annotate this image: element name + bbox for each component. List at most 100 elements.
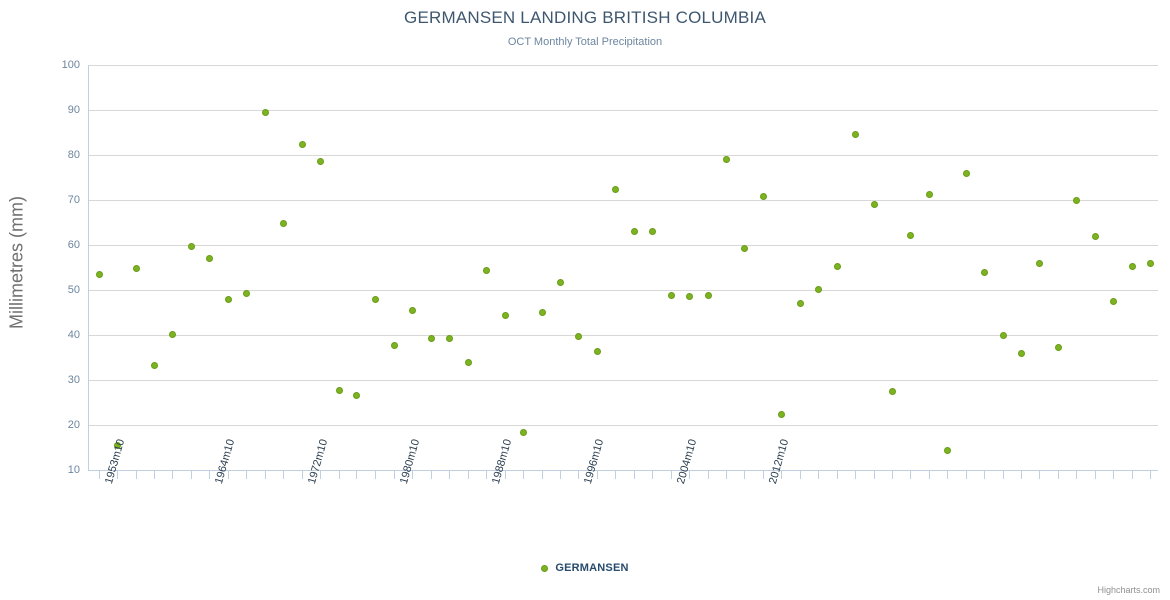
data-point[interactable]: [833, 262, 841, 270]
data-point[interactable]: [1109, 298, 1117, 306]
y-axis-tick-label: 80: [67, 149, 80, 161]
y-axis-tick-label: 90: [67, 104, 80, 116]
data-point[interactable]: [408, 306, 416, 314]
x-axis-tick: [708, 471, 709, 479]
data-point[interactable]: [556, 279, 564, 287]
data-point[interactable]: [150, 361, 158, 369]
data-point[interactable]: [95, 270, 103, 278]
x-axis-tick: [468, 471, 469, 479]
data-point[interactable]: [1072, 196, 1080, 204]
data-point[interactable]: [777, 410, 785, 418]
data-point[interactable]: [814, 285, 822, 293]
data-point[interactable]: [538, 309, 546, 317]
data-point[interactable]: [980, 268, 988, 276]
legend-item-germansen[interactable]: GERMANSEN: [541, 562, 628, 574]
data-point[interactable]: [168, 331, 176, 339]
data-point[interactable]: [224, 296, 232, 304]
gridline: [88, 335, 1158, 336]
data-point[interactable]: [611, 185, 619, 193]
x-axis-line: [88, 470, 1158, 471]
x-axis-tick: [818, 471, 819, 479]
y-axis-tick-label: 40: [67, 329, 80, 341]
data-point[interactable]: [906, 232, 914, 240]
data-point[interactable]: [851, 130, 859, 138]
x-axis-tick: [228, 471, 229, 479]
y-axis-tick-label: 60: [67, 239, 80, 251]
data-point[interactable]: [1035, 259, 1043, 267]
x-axis-tick: [947, 471, 948, 479]
y-axis-tick-label: 10: [67, 464, 80, 476]
x-axis-tick: [892, 471, 893, 479]
data-point[interactable]: [261, 108, 269, 116]
x-axis-tick: [375, 471, 376, 479]
data-point[interactable]: [279, 219, 287, 227]
data-point[interactable]: [1128, 263, 1136, 271]
data-point[interactable]: [205, 254, 213, 262]
chart-subtitle: OCT Monthly Total Precipitation: [507, 36, 663, 48]
gridline: [88, 110, 1158, 111]
x-axis-tick: [689, 471, 690, 479]
plot-area[interactable]: [88, 65, 1158, 471]
x-axis-tick: [283, 471, 284, 479]
x-axis-tick: [339, 471, 340, 479]
y-axis-tick-label: 20: [67, 419, 80, 431]
data-point[interactable]: [925, 190, 933, 198]
x-axis-tick: [209, 471, 210, 479]
x-axis-tick: [763, 471, 764, 479]
x-axis-tick: [874, 471, 875, 479]
x-axis-tick: [1076, 471, 1077, 479]
data-point[interactable]: [316, 158, 324, 166]
x-axis-tick: [597, 471, 598, 479]
x-axis-tick: [929, 471, 930, 479]
data-point[interactable]: [519, 428, 527, 436]
data-point[interactable]: [722, 156, 730, 163]
data-point[interactable]: [371, 296, 379, 304]
data-point[interactable]: [501, 311, 509, 319]
data-point[interactable]: [390, 342, 398, 350]
data-point[interactable]: [1146, 260, 1154, 268]
data-point[interactable]: [1091, 232, 1099, 240]
data-point[interactable]: [335, 387, 343, 395]
y-axis-tick-label: 30: [67, 374, 80, 386]
data-point[interactable]: [352, 392, 360, 400]
data-point[interactable]: [667, 292, 675, 300]
x-axis-tick: [412, 471, 413, 479]
data-point[interactable]: [445, 335, 453, 343]
circle-marker-icon: [541, 564, 549, 572]
data-point[interactable]: [482, 267, 490, 275]
data-point[interactable]: [593, 347, 601, 355]
x-axis-tick: [505, 471, 506, 479]
data-point[interactable]: [685, 293, 693, 301]
y-axis-tick-label: 50: [67, 284, 80, 296]
data-point[interactable]: [704, 292, 712, 300]
data-point[interactable]: [870, 201, 878, 208]
data-point[interactable]: [962, 169, 970, 177]
x-axis-tick: [560, 471, 561, 479]
x-axis-tick: [781, 471, 782, 479]
credits-label[interactable]: Highcharts.com: [1097, 585, 1160, 595]
data-point[interactable]: [132, 264, 140, 272]
data-point[interactable]: [464, 358, 472, 366]
data-point[interactable]: [888, 387, 896, 395]
x-axis-tick: [634, 471, 635, 479]
data-point[interactable]: [648, 227, 656, 235]
data-point[interactable]: [298, 141, 306, 149]
data-point[interactable]: [574, 332, 582, 340]
data-point[interactable]: [1017, 350, 1025, 358]
data-point[interactable]: [740, 245, 748, 253]
y-axis-line: [88, 65, 89, 471]
data-point[interactable]: [999, 331, 1007, 339]
y-axis-tick-label: 70: [67, 194, 80, 206]
data-point[interactable]: [943, 447, 951, 455]
data-point[interactable]: [427, 334, 435, 342]
data-point[interactable]: [187, 243, 195, 251]
data-point[interactable]: [1054, 344, 1062, 352]
x-axis-tick: [523, 471, 524, 479]
data-point[interactable]: [242, 290, 250, 298]
data-point[interactable]: [113, 442, 121, 450]
data-point[interactable]: [630, 227, 638, 235]
data-point[interactable]: [796, 299, 804, 307]
data-point[interactable]: [759, 193, 767, 201]
x-axis-tick: [1113, 471, 1114, 479]
x-axis-tick: [1003, 471, 1004, 479]
